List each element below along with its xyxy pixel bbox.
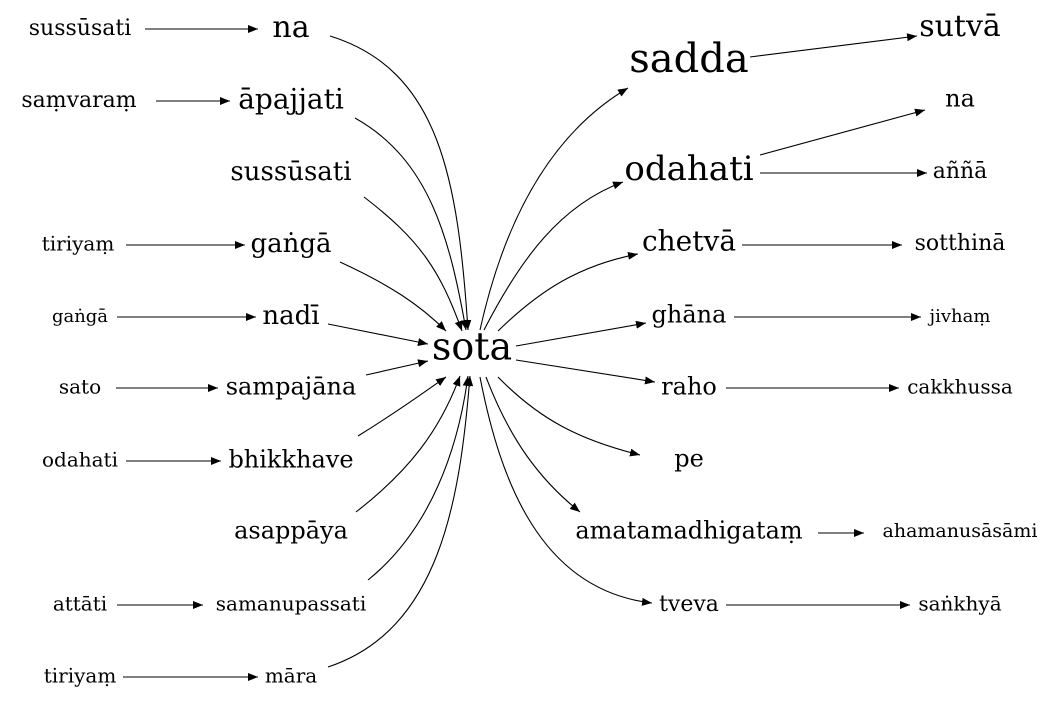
node-jivham: jivhaṃ: [928, 306, 991, 327]
node-samanupassati: samanupassati: [216, 592, 366, 616]
node-asappaya: asappāya: [234, 517, 348, 545]
node-ghana: ghāna: [652, 301, 727, 329]
node-samvaram: saṃvaraṃ: [21, 88, 136, 113]
edge-asappaya-sota: [355, 375, 461, 513]
edge-sota-chetva: [497, 251, 639, 332]
node-sussusati-far-left: sussūsati: [29, 16, 132, 41]
node-na-left: na: [272, 10, 309, 45]
edge-sota-raho: [515, 359, 656, 385]
node-pe: pe: [674, 445, 704, 473]
edge-na-sota: [329, 35, 472, 331]
node-mara: māra: [265, 664, 317, 688]
node-sussusati-mid: sussūsati: [230, 157, 351, 187]
node-cakkhussa: cakkhussa: [907, 375, 1013, 399]
node-tveva: tveva: [659, 592, 719, 617]
edge-sota-ghana: [515, 320, 647, 347]
node-sotthina: sotthinā: [915, 231, 1006, 256]
edge-apajjati-sota: [354, 117, 469, 331]
edge-nadi-sota: [327, 323, 429, 346]
node-odahati-right: odahati: [624, 149, 753, 189]
node-nadi: nadī: [262, 301, 319, 331]
node-sampajana: sampajāna: [226, 373, 357, 401]
node-odahati-far-left: odahati: [42, 448, 118, 472]
edge-sota-amatamadhigatam: [485, 376, 581, 513]
edge-sussusati-sota: [363, 196, 463, 332]
edge-sota-odahati: [483, 181, 624, 331]
node-amatamadhigatam: amatamadhigataṃ: [575, 517, 803, 545]
edge-sota-sadda: [479, 87, 629, 331]
node-attati: attāti: [53, 592, 107, 616]
edge-ganga-sota: [339, 261, 447, 332]
node-bhikkhave: bhikkhave: [228, 446, 353, 474]
node-sato: sato: [59, 375, 101, 399]
edge-bhikkhave-sota: [357, 376, 447, 437]
edge-odahati-na: [759, 108, 926, 156]
node-ganga: gaṅgā: [250, 229, 331, 259]
node-ganga-far-left: gaṅgā: [52, 306, 108, 327]
node-sota: sota: [432, 325, 512, 369]
node-sankhya: saṅkhyā: [918, 592, 1001, 616]
edge-sampajana-sota: [365, 359, 429, 376]
node-sadda: sadda: [629, 36, 748, 82]
edge-sota-pe: [497, 376, 641, 457]
edges: [116, 25, 927, 681]
node-chetva: chetvā: [642, 225, 736, 258]
node-raho: raho: [661, 373, 717, 401]
edge-sota-tveva: [479, 376, 653, 606]
node-tiriyam-2: tiriyaṃ: [44, 664, 117, 688]
node-anna: aññā: [933, 159, 988, 184]
node-ahamanusasami: ahamanusāsāmi: [883, 520, 1038, 542]
node-tiriyam-1: tiriyaṃ: [42, 232, 115, 256]
edge-samanupassati-sota: [367, 375, 471, 581]
node-apajjati: āpajjati: [238, 83, 344, 116]
node-sutva: sutvā: [919, 9, 1001, 44]
node-labels: sota sussūsati saṃvaraṃ tiriyaṃ gaṅgā sa…: [21, 9, 1037, 688]
edge-sadda-sutva: [749, 33, 918, 58]
node-na-right: na: [945, 85, 975, 113]
edge-mara-sota: [327, 375, 474, 668]
